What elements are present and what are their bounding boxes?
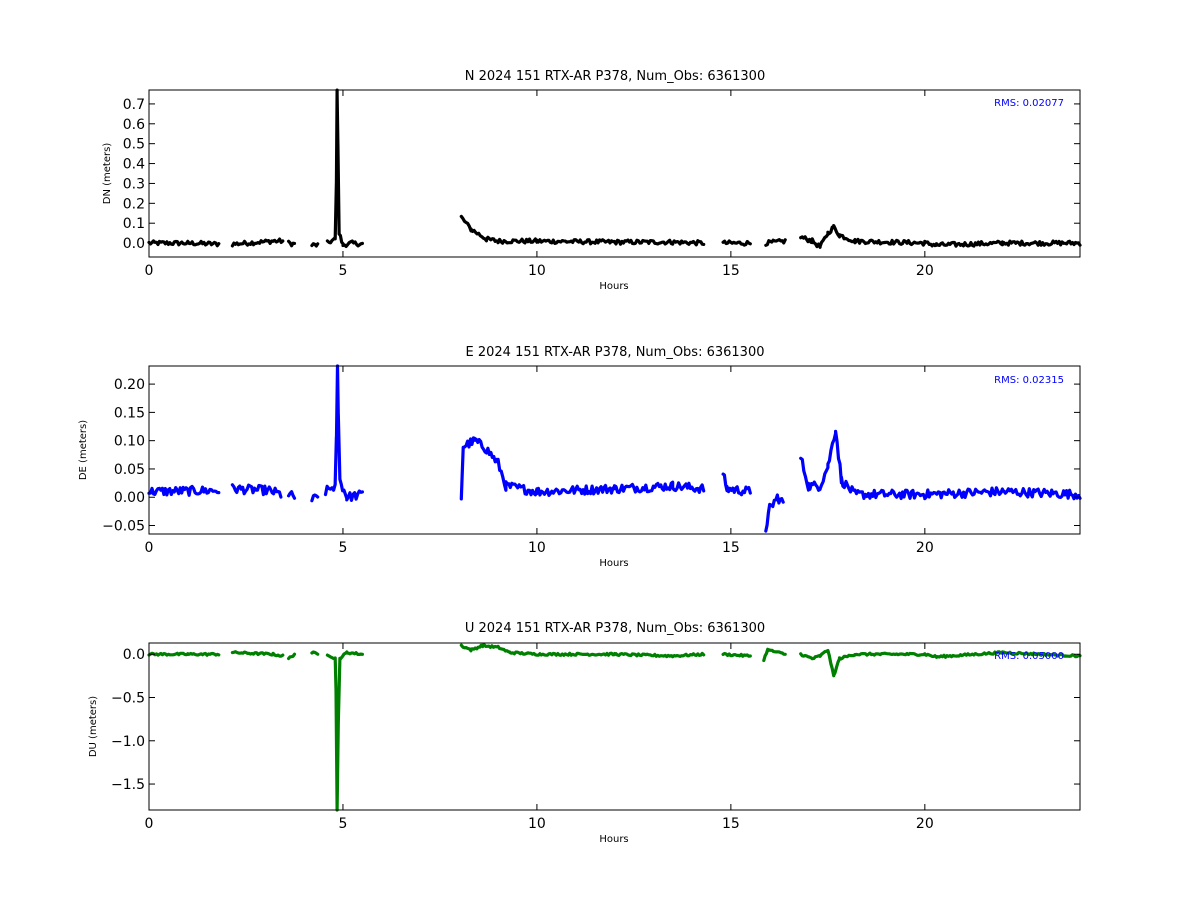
- panel-title: U 2024 151 RTX-AR P378, Num_Obs: 6361300: [465, 621, 765, 636]
- y-tick-label: 0.3: [123, 176, 145, 192]
- data-segment-1: [230, 483, 283, 499]
- data-segment-3: [310, 650, 320, 656]
- x-tick-label: 15: [722, 816, 740, 832]
- data-segment-1: [230, 650, 285, 658]
- data-series-east: [147, 364, 1082, 533]
- data-segment-7: [764, 238, 787, 247]
- y-tick-label: 0.0: [123, 647, 145, 663]
- panel-up: U 2024 151 RTX-AR P378, Num_Obs: 6361300…: [88, 621, 1082, 845]
- data-segment-2: [287, 239, 297, 248]
- x-axis-label: Hours: [599, 558, 628, 569]
- data-segment-0: [147, 651, 221, 657]
- data-segment-5: [459, 214, 706, 247]
- data-segment-0: [147, 484, 221, 497]
- x-tick-label: 20: [916, 263, 934, 279]
- rms-annotation: RMS: 0.05000: [994, 651, 1064, 662]
- data-segment-4: [325, 650, 364, 812]
- data-segment-4: [323, 364, 364, 502]
- y-tick-label: 0.5: [123, 137, 145, 153]
- data-segment-8: [799, 224, 1082, 249]
- x-tick-label: 10: [528, 816, 546, 832]
- y-tick-label: 0.15: [114, 405, 145, 421]
- y-tick-label: 0.05: [114, 462, 145, 478]
- y-tick-label: 0.10: [114, 434, 145, 450]
- x-axis-label: Hours: [599, 281, 628, 292]
- x-tick-label: 0: [145, 816, 154, 832]
- x-tick-label: 10: [528, 540, 546, 556]
- x-tick-label: 5: [338, 263, 347, 279]
- data-segment-4: [325, 88, 364, 248]
- panel-title: N 2024 151 RTX-AR P378, Num_Obs: 6361300: [465, 69, 765, 84]
- x-tick-label: 15: [722, 263, 740, 279]
- rms-annotation: RMS: 0.02077: [994, 98, 1064, 109]
- data-segment-5: [459, 643, 706, 659]
- plot-frame: [148, 89, 1081, 258]
- data-segment-8: [799, 429, 1082, 501]
- panel-title: E 2024 151 RTX-AR P378, Num_Obs: 6361300: [466, 345, 765, 360]
- y-tick-label: 0.7: [123, 97, 145, 113]
- x-tick-label: 0: [145, 540, 154, 556]
- rms-annotation: RMS: 0.02315: [994, 375, 1064, 386]
- y-tick-label: 0.2: [123, 196, 145, 212]
- data-segment-3: [310, 242, 320, 248]
- x-tick-label: 20: [916, 540, 934, 556]
- y-axis-label: DE (meters): [78, 420, 89, 480]
- data-segment-6: [721, 651, 752, 658]
- y-tick-label: 0.20: [114, 377, 145, 393]
- plot-frame: [148, 365, 1081, 535]
- y-tick-label: −0.05: [102, 519, 145, 535]
- data-series-north: [147, 88, 1082, 249]
- data-segment-7: [762, 647, 787, 663]
- data-segment-2: [287, 652, 297, 661]
- panel-north: N 2024 151 RTX-AR P378, Num_Obs: 6361300…: [102, 69, 1082, 292]
- x-tick-label: 20: [916, 816, 934, 832]
- data-segment-3: [310, 493, 320, 503]
- data-series-up: [147, 643, 1082, 812]
- x-tick-label: 15: [722, 540, 740, 556]
- y-tick-label: −1.5: [111, 777, 145, 793]
- y-tick-label: −1.0: [111, 734, 145, 750]
- y-tick-label: 0.6: [123, 117, 145, 133]
- x-tick-label: 5: [338, 816, 347, 832]
- y-tick-label: 0.00: [114, 490, 145, 506]
- x-tick-label: 0: [145, 263, 154, 279]
- y-tick-label: 0.0: [123, 236, 145, 252]
- y-axis-label: DU (meters): [88, 696, 99, 757]
- data-segment-6: [721, 472, 752, 497]
- data-segment-7: [764, 493, 785, 533]
- y-axis-label: DN (meters): [102, 143, 113, 205]
- x-tick-label: 10: [528, 263, 546, 279]
- data-segment-2: [287, 490, 297, 500]
- x-axis-label: Hours: [599, 834, 628, 845]
- x-tick-label: 5: [338, 540, 347, 556]
- y-tick-label: 0.1: [123, 216, 145, 232]
- y-tick-label: −0.5: [111, 691, 145, 707]
- data-segment-8: [799, 648, 1082, 678]
- data-segment-1: [230, 237, 285, 248]
- panel-east: E 2024 151 RTX-AR P378, Num_Obs: 6361300…: [78, 345, 1082, 569]
- y-tick-label: 0.4: [123, 157, 145, 173]
- plot-frame: [148, 642, 1081, 811]
- data-segment-0: [147, 239, 221, 248]
- data-segment-6: [721, 239, 752, 247]
- data-segment-5: [459, 436, 706, 501]
